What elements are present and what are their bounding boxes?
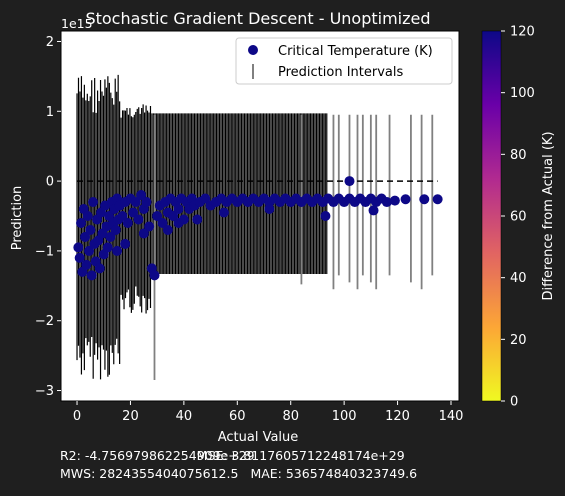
plot-frame (60, 30, 460, 402)
data-point (82, 211, 93, 221)
x-tick-label: 100 (332, 409, 357, 424)
data-point (74, 252, 85, 263)
data-point (73, 242, 84, 253)
legend-label-intervals: Prediction Intervals (278, 65, 403, 80)
data-point (344, 176, 355, 187)
data-point (133, 214, 144, 225)
data-point (368, 205, 379, 216)
y-tick-label: 2 (46, 35, 54, 50)
data-point (94, 263, 105, 274)
legend-label-points: Critical Temperature (K) (278, 44, 433, 59)
data-points (73, 176, 443, 281)
data-point (128, 207, 139, 218)
colorbar-tick-label: 0 (510, 395, 518, 410)
colorbar-tick-label: 120 (510, 25, 535, 40)
legend-marker-circle (248, 45, 258, 55)
data-point (192, 214, 203, 225)
x-axis-label: Actual Value (218, 430, 299, 445)
data-point (141, 197, 152, 208)
data-point (86, 270, 97, 281)
y-tick-label: 0 (46, 175, 54, 190)
data-point (110, 224, 121, 235)
data-point (218, 207, 229, 218)
metrics-line-2: MWS: 2824355404075612.5 MAE: 536574840323… (60, 466, 417, 481)
metrics-line-1: R2: -4.756979862254909e+29MSE: 3.8117605… (60, 448, 405, 463)
data-point (84, 245, 95, 256)
data-point (144, 221, 155, 232)
data-point (173, 204, 184, 215)
data-point (105, 231, 116, 242)
data-point (117, 211, 128, 221)
y-tick-label: 1 (46, 105, 54, 120)
metric-mws: MWS: 2824355404075612.5 (60, 466, 239, 481)
data-point (80, 231, 91, 242)
data-point (320, 211, 331, 221)
y-tick-label: −1 (35, 244, 54, 259)
data-point (157, 217, 168, 228)
x-tick-label: 20 (122, 409, 139, 424)
x-tick-label: 120 (385, 409, 410, 424)
chart-title: Stochastic Gradient Descent - Unoptimize… (85, 9, 430, 28)
data-point (168, 211, 179, 221)
x-tick-label: 0 (73, 409, 81, 424)
metric-mae: MAE: 536574840323749.6 (250, 466, 418, 481)
x-tick-label: 80 (282, 409, 299, 424)
data-point (130, 197, 141, 208)
data-point (81, 259, 92, 270)
y-tick-label: −3 (35, 384, 54, 399)
metric-mse: MSE: 3.8117605712248174e+29 (196, 448, 405, 463)
data-point (419, 194, 430, 205)
data-point (432, 194, 443, 205)
data-point (400, 194, 411, 205)
data-point (152, 211, 163, 221)
data-point (200, 193, 211, 204)
legend-box (235, 37, 453, 85)
y-offset-text: 1e15 (61, 16, 93, 31)
data-point (88, 197, 99, 208)
data-point (389, 195, 400, 206)
data-point (381, 197, 392, 208)
colorbar-tick-label: 80 (510, 148, 527, 163)
data-point (138, 228, 149, 239)
colorbar (481, 30, 502, 402)
colorbar-ticks: 0 20 40 60 80 100 120 (501, 25, 535, 410)
data-point (85, 224, 96, 235)
data-point (120, 238, 131, 249)
data-point (149, 270, 160, 281)
data-point (264, 204, 275, 215)
metric-r2: R2: -4.756979862254909e+29 (60, 448, 255, 463)
y-tick-label: −2 (35, 314, 54, 329)
data-point (173, 217, 184, 228)
x-tick-label: 140 (439, 409, 464, 424)
y-axis-label: Prediction (10, 186, 25, 251)
data-point (112, 245, 123, 256)
x-tick-label: 40 (176, 409, 193, 424)
colorbar-tick-label: 40 (510, 271, 527, 286)
x-axis: 0 20 40 60 80 100 120 140 (73, 401, 464, 424)
data-point (102, 242, 113, 253)
colorbar-label: Difference from Actual (K) (541, 131, 556, 300)
data-point (122, 217, 133, 228)
colorbar-tick-label: 20 (510, 333, 527, 348)
legend: Critical Temperature (K) Prediction Inte… (235, 37, 453, 85)
data-point (136, 190, 147, 201)
data-point (76, 217, 87, 228)
colorbar-tick-label: 100 (510, 86, 535, 101)
data-point (162, 224, 173, 235)
colorbar-tick-label: 60 (510, 210, 527, 225)
x-tick-label: 60 (229, 409, 246, 424)
y-axis: −3 −2 −1 0 1 2 (35, 35, 61, 399)
